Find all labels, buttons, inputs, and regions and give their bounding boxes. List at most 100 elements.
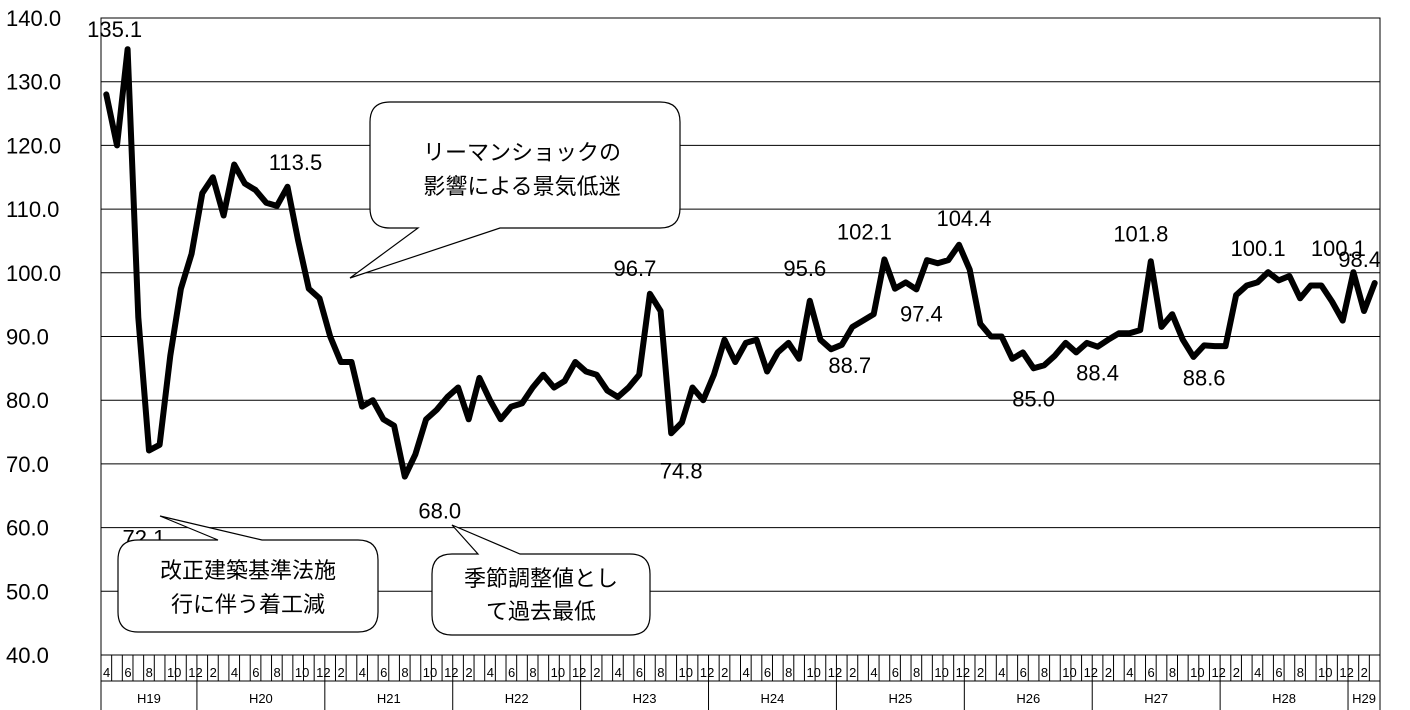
data-point	[1084, 340, 1090, 346]
month-tick-label: 6	[636, 665, 643, 680]
data-point	[1137, 327, 1143, 333]
data-point	[476, 375, 482, 381]
data-point	[807, 298, 813, 304]
month-tick-label: 10	[679, 665, 693, 680]
month-tick-label: 6	[124, 665, 131, 680]
data-label: 135.1	[87, 17, 142, 42]
data-point	[626, 384, 632, 390]
year-label: H24	[761, 691, 785, 706]
month-tick-label: 4	[743, 665, 750, 680]
data-point	[892, 286, 898, 292]
data-point	[913, 286, 919, 292]
data-point	[1297, 295, 1303, 301]
data-label: 100.1	[1231, 236, 1286, 261]
data-point	[988, 334, 994, 339]
month-tick-label: 4	[359, 665, 366, 680]
data-point	[444, 394, 450, 400]
month-tick-label: 12	[1211, 665, 1225, 680]
data-point	[391, 423, 397, 429]
y-tick-label: 100.0	[6, 261, 61, 286]
month-tick-label: 4	[231, 665, 238, 680]
annotation-building-law: 改正建築基準法施 行に伴う着工減	[117, 515, 379, 633]
y-tick-label: 70.0	[6, 452, 49, 477]
data-point	[189, 251, 195, 257]
data-point	[498, 416, 504, 422]
month-tick-label: 8	[1169, 665, 1176, 680]
y-tick-label: 120.0	[6, 133, 61, 158]
year-label: H19	[137, 691, 161, 706]
data-label: 95.6	[783, 256, 826, 281]
data-label: 113.5	[269, 150, 322, 175]
data-point	[370, 397, 376, 403]
data-point	[903, 279, 909, 285]
data-label: 96.7	[613, 256, 656, 281]
data-point	[157, 442, 163, 448]
data-point	[423, 416, 429, 422]
month-tick-label: 8	[401, 665, 408, 680]
data-point	[1201, 342, 1207, 348]
data-point	[1180, 337, 1186, 343]
data-point	[1244, 283, 1250, 289]
data-label: 74.8	[660, 458, 703, 483]
month-tick-label: 6	[764, 665, 771, 680]
data-point	[1350, 269, 1356, 275]
data-point	[1148, 258, 1154, 264]
month-tick-label: 10	[934, 665, 948, 680]
data-point	[316, 295, 322, 301]
data-point	[796, 356, 802, 362]
month-tick-label: 10	[806, 665, 820, 680]
annotation-lehman-line-2: 影響による景気低迷	[423, 175, 620, 200]
data-point	[945, 257, 951, 263]
data-point	[274, 203, 280, 209]
data-point	[402, 474, 408, 480]
data-point	[594, 372, 600, 378]
annotation-lehman: リーマンショックの 影響による景気低迷	[349, 101, 681, 279]
month-tick-label: 4	[487, 665, 494, 680]
y-tick-label: 80.0	[6, 388, 49, 413]
month-tick-label: 10	[551, 665, 565, 680]
y-tick-label: 130.0	[6, 70, 61, 95]
data-point	[125, 46, 131, 52]
data-point	[1222, 343, 1228, 349]
data-point	[1009, 356, 1015, 362]
year-label: H21	[377, 691, 401, 706]
data-point	[1318, 283, 1324, 289]
data-label: 88.4	[1076, 361, 1119, 386]
month-tick-label: 2	[721, 665, 728, 680]
month-tick-label: 4	[103, 665, 110, 680]
data-point	[380, 416, 386, 422]
data-point	[263, 200, 269, 206]
data-point	[1212, 343, 1218, 349]
month-tick-label: 4	[998, 665, 1005, 680]
data-point	[817, 337, 823, 343]
data-point	[1041, 362, 1047, 368]
month-tick-label: 12	[1084, 665, 1098, 680]
data-point	[583, 369, 589, 375]
data-point	[306, 286, 312, 292]
data-point	[114, 142, 120, 148]
month-tick-label: 8	[785, 665, 792, 680]
data-point	[839, 342, 845, 348]
month-tick-label: 4	[1126, 665, 1133, 680]
month-tick-label: 8	[146, 665, 153, 680]
x-axis: 4 6 8 10 12 2 4 6 8 10 12 2 4 6 8 10 12 2 4 6 8 10 12 2 4 6 8 10 12 2…	[100, 655, 1381, 710]
data-point	[295, 238, 301, 244]
series-line	[103, 46, 1378, 480]
data-label: 88.6	[1183, 365, 1226, 390]
data-point	[285, 184, 291, 190]
data-point	[221, 212, 227, 218]
month-tick-label: 2	[210, 665, 217, 680]
data-point	[359, 404, 365, 410]
month-tick-label: 12	[316, 665, 330, 680]
month-tick-label: 2	[1105, 665, 1112, 680]
data-point	[722, 337, 728, 343]
data-point	[434, 407, 440, 413]
data-point	[530, 384, 536, 390]
y-tick-label: 50.0	[6, 579, 49, 604]
data-point	[1329, 298, 1335, 304]
month-tick-label: 4	[615, 665, 622, 680]
data-point	[881, 256, 887, 262]
month-tick-label: 12	[1339, 665, 1353, 680]
month-tick-label: 12	[572, 665, 586, 680]
data-point	[860, 318, 866, 324]
